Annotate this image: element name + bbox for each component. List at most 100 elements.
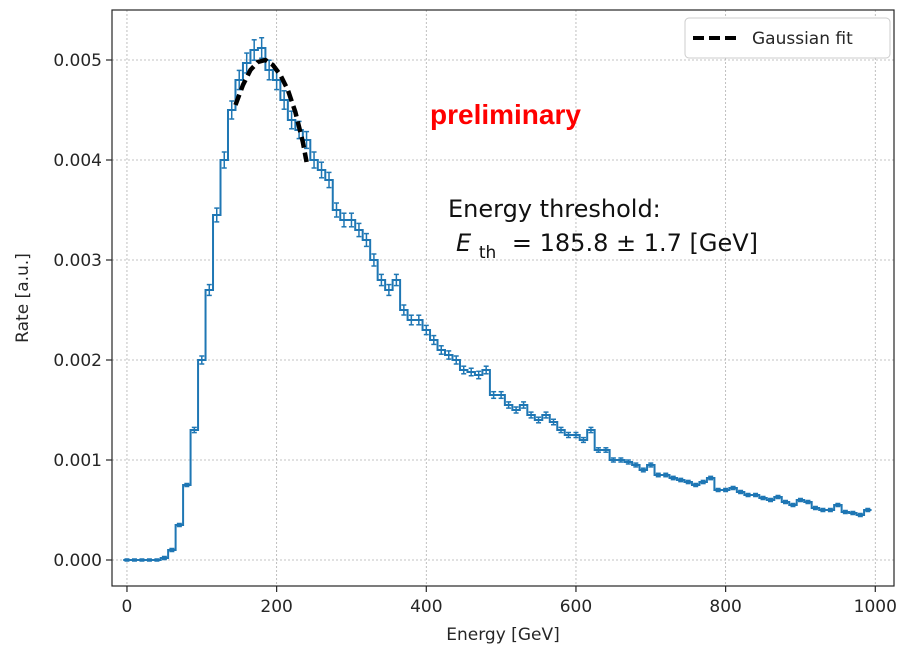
- histogram-bin: [693, 482, 699, 488]
- x-tick-label: 1000: [854, 597, 897, 617]
- histogram-bin: [797, 497, 803, 503]
- histogram-bin: [348, 212, 354, 228]
- histogram-bin: [618, 457, 624, 463]
- gaussian-fit-line: [233, 57, 309, 163]
- histogram-bin: [625, 459, 631, 465]
- histogram-bin: [498, 390, 504, 400]
- y-tick-label: 0.001: [53, 451, 102, 471]
- x-axis-label: Energy [GeV]: [446, 625, 559, 645]
- histogram-bin: [835, 502, 841, 508]
- x-tick-label: 800: [709, 597, 741, 617]
- x-tick-label: 600: [560, 597, 592, 617]
- x-axis-ticks: 0 200 400 600 800 1000: [122, 586, 897, 617]
- histogram-bin: [281, 90, 287, 110]
- histogram-bin: [491, 390, 497, 400]
- histogram-bin: [416, 314, 422, 326]
- histogram-bin: [655, 472, 661, 478]
- histogram-bin: [333, 202, 339, 218]
- legend-fit-label: Gaussian fit: [752, 29, 853, 49]
- threshold-symbol: E: [456, 229, 472, 257]
- histogram-bin: [506, 401, 512, 409]
- x-tick-label: 400: [410, 597, 442, 617]
- histogram-bin: [206, 283, 212, 297]
- histogram-series: [123, 37, 872, 562]
- histogram-bin: [131, 558, 137, 562]
- histogram-bin: [745, 492, 751, 498]
- histogram-bin: [551, 418, 557, 426]
- histogram-bin: [678, 477, 684, 483]
- histogram-bin: [229, 100, 235, 120]
- histogram-bin: [483, 365, 489, 375]
- histogram-bin: [610, 457, 616, 463]
- histogram-bin: [146, 558, 152, 562]
- legend: Gaussian fit: [684, 17, 891, 59]
- histogram-bin: [139, 558, 145, 562]
- y-tick-label: 0.002: [53, 351, 102, 371]
- histogram-bin: [812, 505, 818, 511]
- threshold-subscript: th: [479, 243, 496, 263]
- histogram-bin: [521, 401, 527, 409]
- histogram-bin: [708, 475, 714, 481]
- histogram-bin: [790, 502, 796, 508]
- histogram-bin: [468, 367, 474, 377]
- histogram-bin: [565, 431, 571, 439]
- x-tick-label: 0: [122, 597, 133, 617]
- histogram-bin: [738, 489, 744, 495]
- histogram-bin: [782, 499, 788, 505]
- histogram-bin: [356, 222, 362, 238]
- preliminary-label: preliminary: [430, 99, 581, 130]
- threshold-value: = 185.8 ± 1.7 [GeV]: [512, 229, 758, 257]
- histogram-bin: [730, 485, 736, 491]
- histogram-bin: [476, 370, 482, 380]
- histogram-bin: [184, 482, 190, 488]
- gridlines: [112, 10, 894, 586]
- y-axis-label: Rate [a.u.]: [13, 253, 33, 343]
- histogram-bin: [633, 462, 639, 468]
- histogram-bin: [176, 522, 182, 528]
- histogram-bin: [408, 314, 414, 326]
- histogram-bin: [753, 492, 759, 498]
- x-tick-label: 200: [260, 597, 292, 617]
- histogram-bin: [700, 479, 706, 485]
- histogram-bin: [842, 509, 848, 515]
- histogram-bin: [857, 512, 863, 518]
- histogram-bin: [663, 472, 669, 478]
- histogram-bin: [827, 507, 833, 513]
- histogram-bin: [528, 411, 534, 419]
- histogram-bin: [169, 547, 175, 553]
- histogram-bin: [805, 499, 811, 505]
- histogram-bin: [775, 494, 781, 500]
- histogram-bin: [558, 426, 564, 434]
- histogram-bin: [319, 161, 325, 179]
- histogram-bin: [580, 436, 586, 444]
- histogram-bin: [536, 416, 542, 424]
- histogram-bin: [640, 467, 646, 473]
- histogram-bin: [221, 151, 227, 169]
- histogram-bin: [191, 426, 197, 434]
- y-tick-label: 0.005: [53, 51, 102, 71]
- histogram-bin: [453, 355, 459, 365]
- histogram-bin: [199, 355, 205, 365]
- histogram-bin: [820, 507, 826, 513]
- histogram-bin: [311, 151, 317, 169]
- y-tick-label: 0.000: [53, 551, 102, 571]
- histogram-bin: [446, 350, 452, 360]
- histogram-bin: [363, 232, 369, 248]
- histogram-bin: [648, 462, 654, 468]
- histogram-bin: [461, 365, 467, 375]
- histogram-bin: [326, 171, 332, 189]
- histogram-bin: [341, 212, 347, 228]
- histogram-bin: [161, 555, 167, 561]
- histogram-bin: [573, 431, 579, 439]
- legend-box: [684, 17, 891, 59]
- histogram-bin: [760, 495, 766, 501]
- histogram-bin: [723, 487, 729, 493]
- histogram-bin: [543, 411, 549, 419]
- histogram-bin: [401, 304, 407, 316]
- histogram-bin: [685, 479, 691, 485]
- histogram-bin: [386, 283, 392, 297]
- histogram-bin: [214, 207, 220, 223]
- histogram-bin: [378, 273, 384, 287]
